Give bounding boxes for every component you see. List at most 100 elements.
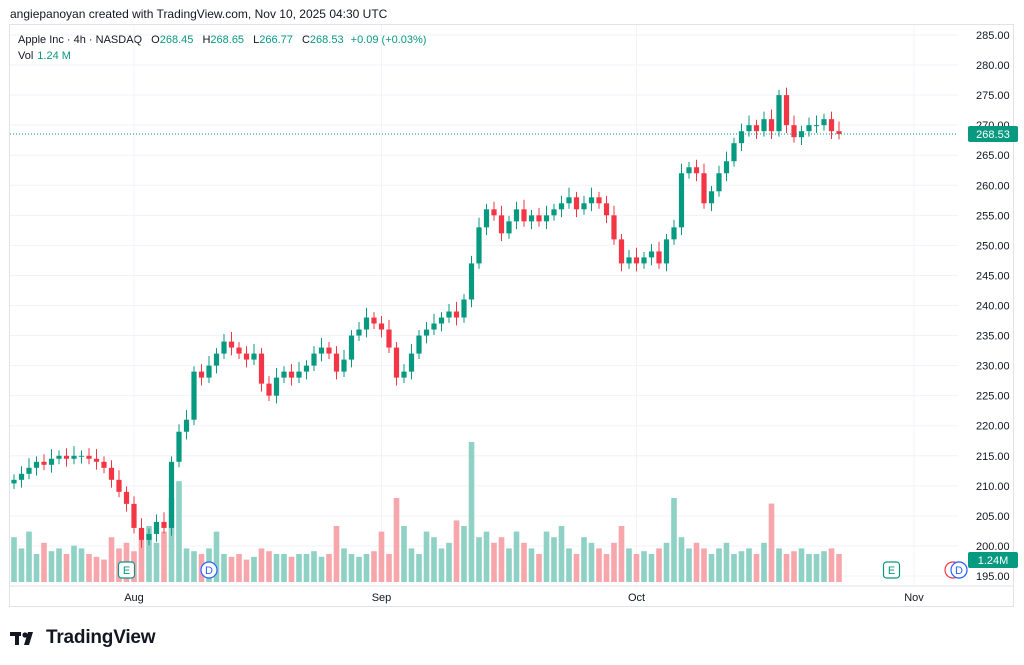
candle[interactable] — [11, 479, 17, 484]
candle[interactable] — [33, 461, 40, 468]
volume-bar[interactable] — [258, 548, 265, 582]
candle[interactable] — [701, 173, 707, 204]
candle[interactable] — [333, 353, 340, 372]
candle[interactable] — [78, 455, 85, 457]
candle[interactable] — [318, 347, 325, 354]
candle[interactable] — [491, 209, 497, 216]
volume-bar[interactable] — [71, 545, 77, 582]
candle[interactable] — [558, 203, 565, 210]
volume-bar[interactable] — [11, 537, 17, 582]
candle[interactable] — [168, 461, 175, 528]
volume-bar[interactable] — [168, 498, 175, 582]
volume-bar[interactable] — [821, 551, 827, 582]
candle[interactable] — [93, 458, 100, 462]
volume-bar[interactable] — [663, 542, 670, 582]
volume-bar[interactable] — [243, 559, 250, 582]
candle[interactable] — [258, 353, 265, 384]
volume-bar[interactable] — [761, 542, 767, 582]
candle[interactable] — [183, 419, 190, 432]
volume-bar[interactable] — [236, 554, 242, 582]
volume-bar[interactable] — [363, 554, 370, 582]
volume-bar[interactable] — [611, 542, 617, 582]
candle[interactable] — [596, 197, 602, 204]
candle[interactable] — [746, 125, 752, 132]
volume-bar[interactable] — [828, 548, 835, 582]
volume-bar[interactable] — [491, 542, 497, 582]
volume-bar[interactable] — [348, 554, 355, 582]
candle[interactable] — [386, 329, 392, 348]
volume-bar[interactable] — [528, 548, 535, 582]
candle[interactable] — [161, 521, 167, 528]
candle[interactable] — [828, 119, 835, 132]
volume-bar[interactable] — [521, 542, 527, 582]
candle[interactable] — [18, 473, 25, 480]
volume-bar[interactable] — [738, 551, 745, 582]
volume-bar[interactable] — [483, 531, 490, 582]
volume-bar[interactable] — [716, 548, 722, 582]
volume-bar[interactable] — [588, 542, 595, 582]
candle[interactable] — [48, 458, 55, 465]
candle[interactable] — [311, 353, 317, 366]
candle[interactable] — [288, 371, 295, 378]
candle[interactable] — [63, 455, 70, 459]
candle[interactable] — [678, 173, 685, 228]
candle[interactable] — [581, 203, 587, 210]
volume-bar[interactable] — [453, 520, 460, 582]
volume-bar[interactable] — [723, 542, 730, 582]
volume-bar[interactable] — [213, 531, 220, 582]
candle[interactable] — [251, 353, 257, 360]
volume-bar[interactable] — [176, 481, 182, 582]
volume-bar[interactable] — [138, 540, 145, 582]
candle[interactable] — [641, 257, 647, 264]
volume-bar[interactable] — [581, 537, 587, 582]
volume-bar[interactable] — [341, 548, 347, 582]
volume-bar[interactable] — [813, 554, 820, 582]
volume-bar[interactable] — [693, 542, 700, 582]
candle[interactable] — [476, 227, 482, 264]
volume-bar[interactable] — [476, 537, 482, 582]
volume-bar[interactable] — [251, 556, 257, 582]
candle[interactable] — [281, 371, 287, 378]
volume-bar[interactable] — [566, 548, 572, 582]
volume-bar[interactable] — [78, 548, 85, 582]
volume-bar[interactable] — [506, 548, 512, 582]
candle[interactable] — [813, 125, 820, 127]
candle[interactable] — [708, 191, 715, 204]
candle[interactable] — [206, 365, 212, 378]
candle[interactable] — [393, 347, 400, 378]
volume-bar[interactable] — [303, 554, 310, 582]
symbol-label[interactable]: Apple Inc · 4h · NASDAQ — [18, 34, 143, 46]
volume-bar[interactable] — [228, 556, 235, 582]
volume-bar[interactable] — [326, 554, 332, 582]
candle[interactable] — [56, 455, 62, 459]
candle[interactable] — [768, 119, 775, 132]
candle[interactable] — [521, 209, 527, 222]
volume-bar[interactable] — [746, 548, 752, 582]
candle[interactable] — [431, 323, 437, 330]
volume-bar[interactable] — [468, 442, 475, 582]
volume-bar[interactable] — [438, 548, 445, 582]
candle[interactable] — [731, 143, 737, 162]
volume-bar[interactable] — [318, 556, 325, 582]
earnings-marker-icon[interactable] — [882, 561, 901, 579]
volume-bar[interactable] — [386, 554, 392, 582]
candle[interactable] — [41, 461, 47, 465]
candle[interactable] — [108, 467, 115, 480]
volume-bar[interactable] — [618, 526, 625, 582]
candle[interactable] — [716, 173, 722, 192]
volume-bar[interactable] — [311, 551, 317, 582]
candle[interactable] — [438, 317, 445, 324]
candle[interactable] — [348, 335, 355, 360]
volume-bar[interactable] — [686, 548, 692, 582]
volume-bar[interactable] — [86, 554, 92, 582]
candle[interactable] — [123, 491, 130, 504]
volume-bar[interactable] — [461, 526, 467, 582]
candle[interactable] — [86, 455, 92, 459]
volume-bar[interactable] — [626, 548, 632, 582]
candle[interactable] — [483, 209, 490, 228]
volume-bar[interactable] — [701, 548, 707, 582]
candle[interactable] — [611, 215, 617, 240]
candle[interactable] — [461, 299, 467, 318]
volume-bar[interactable] — [56, 548, 62, 582]
volume-bar[interactable] — [183, 548, 190, 582]
